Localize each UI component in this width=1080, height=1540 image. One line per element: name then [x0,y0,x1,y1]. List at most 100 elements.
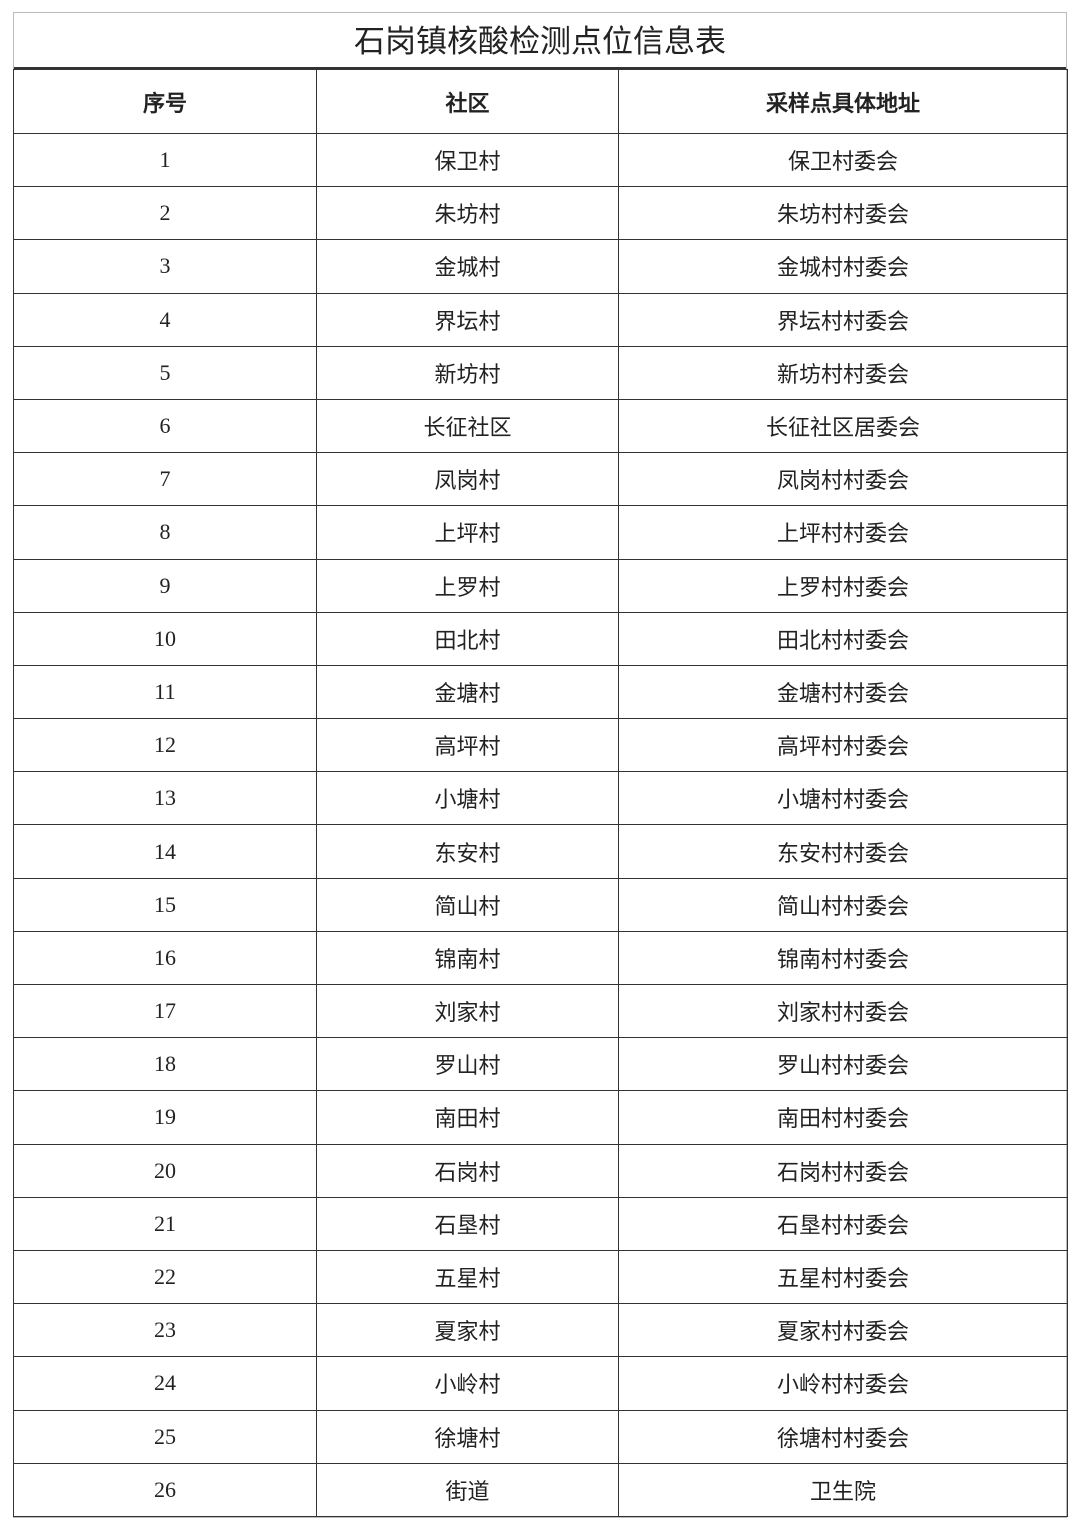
table-cell: 9 [13,558,317,613]
table-cell: 田北村村委会 [618,611,1068,666]
table-cell: 26 [13,1462,317,1517]
table-cell: 锦南村村委会 [618,930,1068,986]
table-cell: 街道 [316,1462,619,1517]
table-row: 2 朱坊村 朱坊村村委会 [13,186,1068,241]
table-cell: 17 [13,983,317,1039]
table-cell: 1 [13,132,317,188]
table-cell: 金城村 [316,239,619,294]
table-cell: 凤岗村村委会 [618,452,1068,507]
table-cell: 小岭村村委会 [618,1356,1068,1411]
table-cell: 小塘村 [316,771,619,826]
table-cell: 朱坊村村委会 [618,186,1068,241]
table-row: 10 田北村 田北村村委会 [13,611,1068,666]
table-cell: 13 [13,771,317,826]
table-row: 5 新坊村 新坊村村委会 [13,345,1068,400]
table-cell: 罗山村 [316,1037,619,1092]
table-row: 22 五星村 五星村村委会 [13,1249,1068,1305]
table-cell: 高坪村 [316,718,619,773]
table-cell: 4 [13,292,317,347]
header-cell: 序号 [13,69,317,134]
sheet: 石岗镇核酸检测点位信息表 序号 社区 采样点具体地址 1 保卫村 保卫村委会 2 朱坊村 朱坊… [13,12,1068,1518]
table-cell: 11 [13,664,317,720]
table: 序号 社区 采样点具体地址 1 保卫村 保卫村委会 2 朱坊村 朱坊村村委会 3 金城村 金城村村委… [13,69,1068,1517]
table-row: 13 小塘村 小塘村村委会 [13,771,1068,826]
table-row: 12 高坪村 高坪村村委会 [13,718,1068,773]
table-row: 8 上坪村 上坪村村委会 [13,505,1068,560]
header-row: 序号 社区 采样点具体地址 [13,69,1068,134]
table-cell: 新坊村 [316,345,619,400]
table-cell: 金城村村委会 [618,239,1068,294]
table-cell: 高坪村村委会 [618,718,1068,773]
header-cell: 采样点具体地址 [618,69,1068,134]
table-cell: 长征社区 [316,398,619,454]
table-row: 15 简山村 简山村村委会 [13,877,1068,932]
table-row: 20 石岗村 石岗村村委会 [13,1143,1068,1198]
table-row: 18 罗山村 罗山村村委会 [13,1037,1068,1092]
table-cell: 14 [13,824,317,879]
table-cell: 20 [13,1143,317,1198]
table-cell: 田北村 [316,611,619,666]
table-cell: 新坊村村委会 [618,345,1068,400]
table-row: 19 南田村 南田村村委会 [13,1090,1068,1145]
table-cell: 24 [13,1356,317,1411]
table-cell: 东安村 [316,824,619,879]
table-row: 14 东安村 东安村村委会 [13,824,1068,879]
table-row: 24 小岭村 小岭村村委会 [13,1356,1068,1411]
table-cell: 金塘村村委会 [618,664,1068,720]
table-cell: 2 [13,186,317,241]
table-cell: 凤岗村 [316,452,619,507]
table-cell: 8 [13,505,317,560]
table-row: 6 长征社区 长征社区居委会 [13,398,1068,454]
table-cell: 简山村 [316,877,619,932]
table-cell: 10 [13,611,317,666]
table-cell: 金塘村 [316,664,619,720]
table-cell: 卫生院 [618,1462,1068,1517]
table-cell: 石垦村村委会 [618,1196,1068,1251]
table-cell: 南田村 [316,1090,619,1145]
table-cell: 5 [13,345,317,400]
table-cell: 小岭村 [316,1356,619,1411]
table-cell: 夏家村 [316,1303,619,1358]
table-cell: 夏家村村委会 [618,1303,1068,1358]
table-cell: 五星村村委会 [618,1249,1068,1305]
table-body: 1 保卫村 保卫村委会 2 朱坊村 朱坊村村委会 3 金城村 金城村村委会 4 界坛村 界坛村村委会 5… [13,132,1068,1517]
table-cell: 小塘村村委会 [618,771,1068,826]
table-cell: 锦南村 [316,930,619,986]
table-cell: 上坪村村委会 [618,505,1068,560]
table-cell: 石岗村 [316,1143,619,1198]
table-cell: 23 [13,1303,317,1358]
table-cell: 界坛村村委会 [618,292,1068,347]
table-row: 3 金城村 金城村村委会 [13,239,1068,294]
table-cell: 长征社区居委会 [618,398,1068,454]
table-cell: 3 [13,239,317,294]
table-cell: 东安村村委会 [618,824,1068,879]
table-row: 17 刘家村 刘家村村委会 [13,983,1068,1039]
table-cell: 7 [13,452,317,507]
table-cell: 南田村村委会 [618,1090,1068,1145]
table-row: 7 凤岗村 凤岗村村委会 [13,452,1068,507]
table-cell: 徐塘村 [316,1409,619,1464]
table-cell: 22 [13,1249,317,1305]
table-cell: 石岗村村委会 [618,1143,1068,1198]
table-cell: 保卫村委会 [618,132,1068,188]
table-row: 11 金塘村 金塘村村委会 [13,664,1068,720]
table-row: 26 街道 卫生院 [13,1462,1068,1517]
table-cell: 16 [13,930,317,986]
table-cell: 18 [13,1037,317,1092]
table-cell: 上罗村村委会 [618,558,1068,613]
header-cell: 社区 [316,69,619,134]
table-row: 25 徐塘村 徐塘村村委会 [13,1409,1068,1464]
table-row: 4 界坛村 界坛村村委会 [13,292,1068,347]
title: 石岗镇核酸检测点位信息表 [14,13,1066,69]
table-cell: 刘家村 [316,983,619,1039]
table-cell: 25 [13,1409,317,1464]
table-cell: 朱坊村 [316,186,619,241]
table-cell: 12 [13,718,317,773]
table-row: 21 石垦村 石垦村村委会 [13,1196,1068,1251]
table-cell: 石垦村 [316,1196,619,1251]
table-cell: 19 [13,1090,317,1145]
table-cell: 上坪村 [316,505,619,560]
table-cell: 保卫村 [316,132,619,188]
table-cell: 6 [13,398,317,454]
